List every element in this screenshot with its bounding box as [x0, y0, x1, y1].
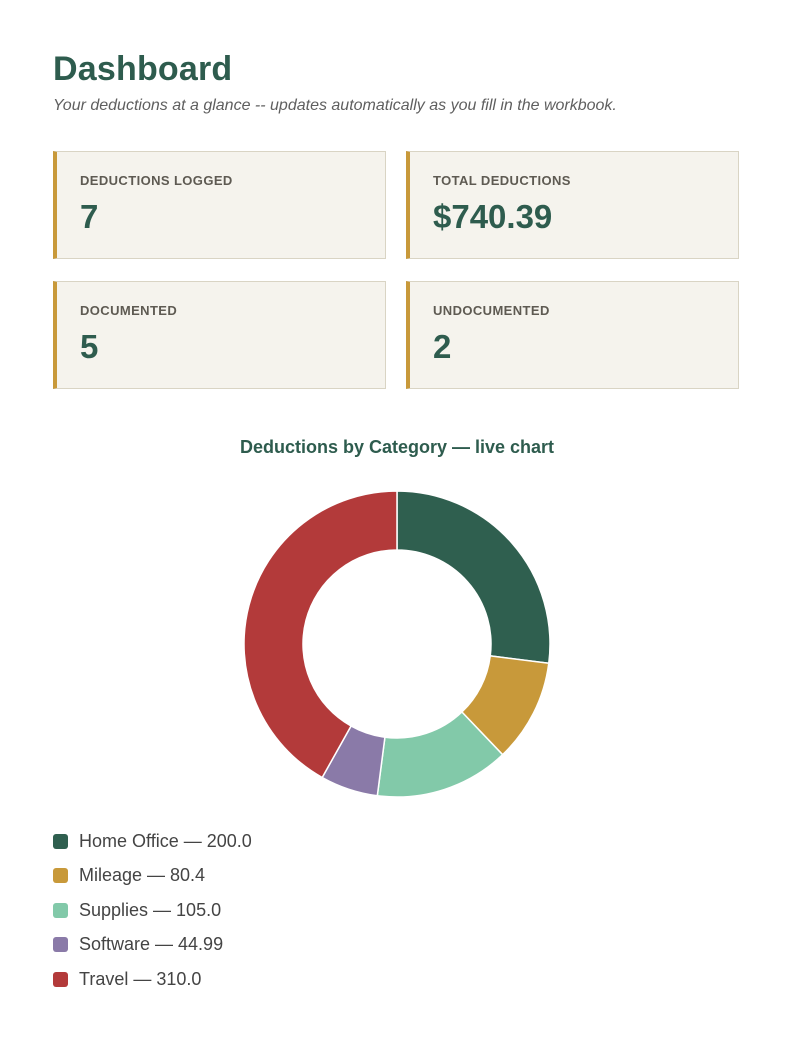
donut-slice-travel — [243, 490, 398, 779]
card-undocumented: UNDOCUMENTED 2 — [406, 281, 739, 389]
card-value: 7 — [80, 198, 99, 235]
card-label: TOTAL DEDUCTIONS — [433, 173, 571, 188]
legend-item-software: Software — 44.99 — [53, 928, 252, 963]
legend-swatch — [53, 902, 68, 918]
legend-item-travel: Travel — 310.0 — [53, 962, 252, 997]
card-value: 5 — [80, 328, 99, 365]
card-deductions-logged: DEDUCTIONS LOGGED 7 — [53, 151, 386, 259]
card-documented: DOCUMENTED 5 — [53, 281, 386, 389]
card-value: $740.39 — [433, 198, 553, 235]
chart-title: Deductions by Category — live chart — [239, 437, 555, 457]
card-total-deductions: TOTAL DEDUCTIONS $740.39 — [406, 151, 739, 259]
legend-swatch — [53, 937, 68, 953]
page-subtitle: Your deductions at a glance -- updates a… — [53, 97, 617, 114]
legend-item-mileage: Mileage — 80.4 — [53, 859, 252, 894]
legend-label: Supplies — 105.0 — [79, 899, 222, 920]
chart-legend: Home Office — 200.0 Mileage — 80.4 Supplie… — [53, 824, 252, 997]
legend-item-supplies: Supplies — 105.0 — [53, 893, 252, 928]
legend-label: Home Office — 200.0 — [79, 830, 252, 851]
legend-swatch — [53, 868, 68, 884]
legend-label: Software — 44.99 — [79, 934, 224, 955]
legend-label: Travel — 310.0 — [79, 968, 202, 989]
legend-label: Mileage — 80.4 — [79, 865, 206, 886]
card-label: DEDUCTIONS LOGGED — [80, 173, 233, 188]
card-label: UNDOCUMENTED — [433, 303, 550, 318]
donut-slice-home-office — [396, 490, 551, 665]
card-value: 2 — [433, 328, 452, 365]
card-label: DOCUMENTED — [80, 303, 178, 318]
page-title: Dashboard — [53, 50, 233, 88]
category-donut-chart — [243, 490, 551, 798]
legend-swatch — [53, 971, 68, 987]
legend-swatch — [53, 833, 68, 849]
legend-item-home-office: Home Office — 200.0 — [53, 824, 252, 859]
